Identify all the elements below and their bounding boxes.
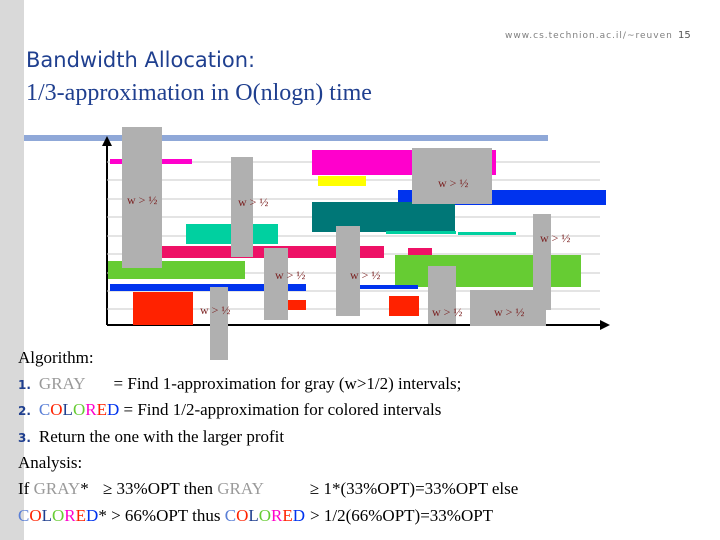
- step-text: Return the one with the larger profit: [38, 427, 285, 446]
- algorithm-step-3: 3. Return the one with the larger profit: [18, 427, 284, 447]
- analysis-text: 1/2(66%OPT)=33%OPT: [319, 506, 494, 525]
- analysis-text: 66%OPT thus: [120, 506, 225, 525]
- interval-red-2: [286, 300, 306, 310]
- analysis-text: *: [80, 479, 93, 498]
- analysis-line-2: COLORED* > 66%OPT thus COLORED > 1/2(66%O…: [18, 506, 493, 526]
- step-text: = Find 1-approximation for gray (w>1/2) …: [113, 374, 462, 393]
- w-label-6: w > ½: [350, 268, 380, 282]
- analysis-heading: Analysis:: [18, 453, 83, 472]
- intervals-diagram: w > ½ w > ½ w > ½ w > ½ w > ½ w > ½ w > …: [102, 127, 610, 360]
- w-label-5: w > ½: [275, 268, 305, 282]
- interval-green-2: [395, 255, 581, 287]
- x-axis-arrow: [600, 320, 610, 330]
- source-url: www.cs.technion.ac.il/~reuven: [505, 31, 673, 41]
- analysis-text: 1*(33%OPT)=33%OPT else: [319, 479, 519, 498]
- gray-interval-9: [470, 290, 546, 326]
- gray-term: GRAY: [38, 374, 86, 393]
- interval-yellow: [318, 176, 366, 186]
- interval-blue-3: [338, 285, 418, 289]
- colored-term: COLORED: [18, 506, 99, 525]
- gray-interval-5: [264, 248, 288, 320]
- analysis-line-1: If GRAY* ≥ 33%OPT then GRAY ≥ 1*(33%OPT)=…: [18, 479, 518, 499]
- step-number: 1.: [18, 378, 31, 392]
- slide-title: Bandwidth Allocation:: [26, 48, 256, 72]
- w-label-7: w > ½: [200, 303, 230, 317]
- page-number: 15: [678, 30, 691, 41]
- w-label-2: w > ½: [238, 195, 268, 209]
- title-rule: [24, 135, 548, 141]
- w-label-9: w > ½: [494, 305, 524, 319]
- gray-term: GRAY: [33, 479, 81, 498]
- interval-red-3: [389, 296, 419, 316]
- w-label-3: w > ½: [438, 176, 468, 190]
- step-text: = Find 1/2-approximation for colored int…: [119, 400, 442, 419]
- gray-interval-3: [412, 148, 492, 204]
- interval-cyan-2: [386, 231, 456, 234]
- gray-interval-2: [231, 157, 253, 257]
- step-number: 2.: [18, 404, 31, 418]
- gray-interval-1: [122, 127, 162, 268]
- interval-cyan-3: [458, 232, 516, 235]
- step-number: 3.: [18, 431, 31, 445]
- analysis-text: *: [98, 506, 112, 525]
- colored-term: COLORED: [38, 400, 120, 419]
- w-label-8: w > ½: [432, 305, 462, 319]
- gray-interval-8: [428, 266, 456, 324]
- interval-crimson-2: [408, 248, 432, 256]
- gt-symbol: >: [111, 506, 121, 525]
- interval-teal: [312, 202, 455, 232]
- analysis-text: 33%OPT then: [112, 479, 218, 498]
- analysis-text: If: [18, 479, 34, 498]
- algorithm-step-1: 1. GRAY = Find 1-approximation for gray (w…: [18, 374, 461, 394]
- gray-interval-4: [533, 214, 551, 310]
- algorithm-heading: Algorithm:: [18, 348, 94, 367]
- gray-term: GRAY: [217, 479, 264, 498]
- algorithm-step-2: 2. COLORED = Find 1/2-approximation for c…: [18, 400, 441, 420]
- geq-symbol: ≥: [309, 479, 320, 498]
- side-strip: [0, 0, 24, 540]
- slide-subtitle: 1/3-approximation in O(nlogn) time: [26, 80, 372, 106]
- gray-interval-7: [210, 287, 228, 360]
- gray-interval-6: [336, 226, 360, 316]
- gt-symbol: >: [310, 506, 320, 525]
- w-label-1: w > ½: [127, 193, 157, 207]
- colored-term: COLORED: [224, 506, 306, 525]
- interval-blue-2: [110, 284, 306, 291]
- w-label-4: w > ½: [540, 231, 570, 245]
- geq-symbol: ≥: [102, 479, 113, 498]
- interval-red-1: [133, 292, 193, 325]
- y-axis-arrow: [102, 136, 112, 146]
